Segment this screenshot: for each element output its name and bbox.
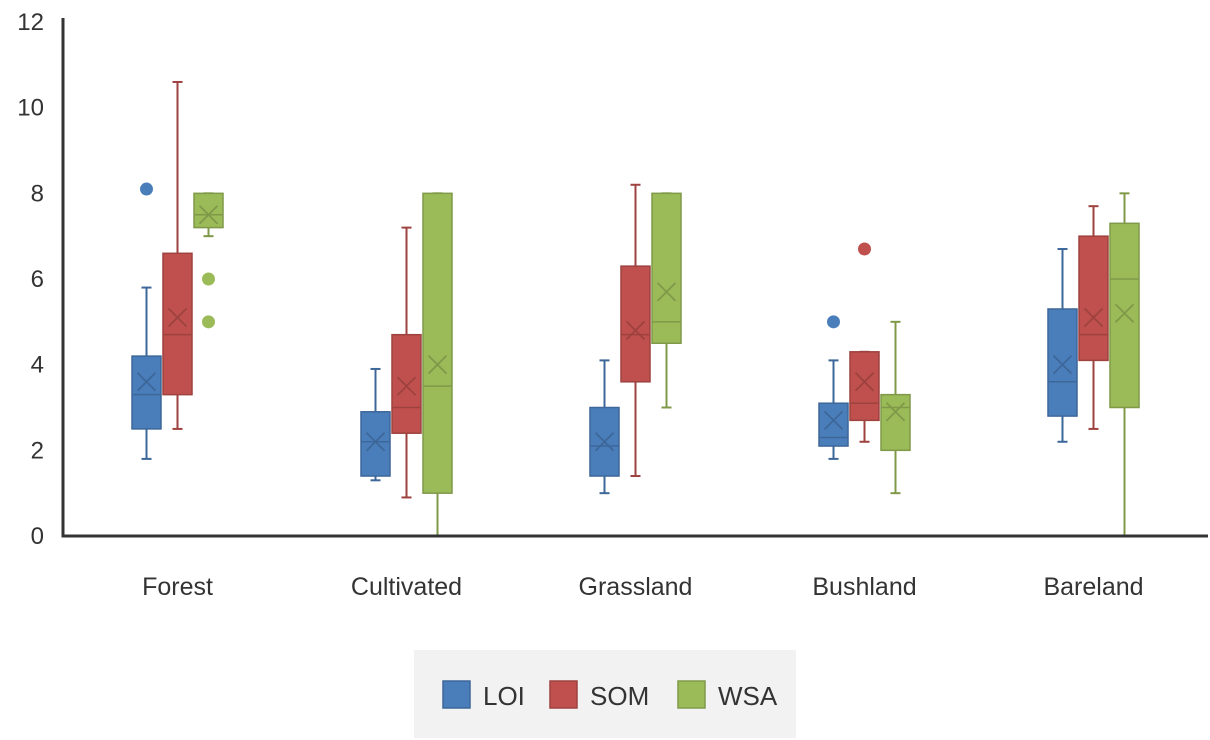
box-wsa-bareland [1109, 192, 1140, 536]
box-iqr [1047, 308, 1078, 417]
mean-marker [1083, 307, 1104, 328]
box-som-cultivated [391, 226, 422, 499]
box-wsa-grassland [651, 192, 682, 409]
legend: LOI SOM WSA [414, 650, 796, 738]
legend-item-loi: LOI [442, 680, 525, 711]
legend-item-som: SOM [549, 680, 649, 711]
x-category-label-cultivated: Cultivated [351, 573, 462, 601]
box-iqr [620, 265, 651, 383]
mean-marker [396, 376, 417, 396]
series-loi [131, 182, 1078, 495]
outlier-point [202, 315, 215, 329]
mean-marker [594, 432, 615, 452]
mean-marker [198, 205, 219, 225]
box-loi-forest [131, 182, 162, 460]
box-loi-bareland [1047, 248, 1078, 443]
mean-marker [365, 432, 386, 452]
box-iqr [193, 192, 224, 229]
y-tick-label-0: 0 [31, 523, 44, 550]
box-iqr [391, 333, 422, 434]
axes [61, 18, 1208, 538]
box-iqr [1078, 235, 1109, 362]
box-som-bushland [849, 242, 880, 443]
legend-label: LOI [483, 681, 525, 711]
box-som-grassland [620, 183, 651, 478]
series-wsa [193, 192, 1140, 536]
mean-marker [854, 372, 875, 392]
legend-background [414, 650, 796, 738]
box-loi-bushland [818, 315, 849, 460]
box-loi-grassland [589, 359, 620, 495]
mean-marker [427, 355, 448, 375]
y-axis-ticks: 0 2 4 6 8 10 12 [17, 9, 44, 550]
legend-label: SOM [590, 681, 649, 711]
mean-marker [167, 307, 188, 328]
outlier-point [202, 272, 215, 286]
box-iqr [849, 351, 880, 422]
mean-marker [136, 372, 157, 392]
box-iqr [162, 252, 193, 396]
box-iqr [880, 393, 911, 452]
box-loi-cultivated [360, 367, 391, 482]
box-iqr [422, 192, 453, 494]
box-wsa-cultivated [422, 192, 453, 536]
box-wsa-bushland [880, 320, 911, 495]
box-plot-series [131, 80, 1140, 536]
y-tick-label-2: 2 [31, 437, 44, 464]
x-category-label-bushland: Bushland [812, 573, 916, 601]
box-iqr [360, 411, 391, 477]
outlier-point [858, 242, 871, 256]
y-tick-label-8: 8 [31, 180, 44, 207]
box-som-bareland [1078, 205, 1109, 430]
mean-marker [625, 320, 646, 341]
legend-swatch [442, 680, 471, 709]
box-iqr [651, 192, 682, 344]
x-category-label-grassland: Grassland [579, 573, 693, 601]
x-category-label-bareland: Bareland [1043, 573, 1143, 601]
legend-item-wsa: WSA [677, 680, 778, 711]
box-wsa-forest [193, 192, 224, 329]
legend-swatch [677, 680, 706, 709]
y-tick-label-12: 12 [17, 9, 44, 36]
series-som [162, 80, 1109, 499]
legend-label: WSA [718, 681, 778, 711]
box-iqr [818, 402, 849, 447]
outlier-point [140, 182, 153, 196]
box-iqr [1109, 222, 1140, 409]
y-tick-label-10: 10 [17, 95, 44, 122]
box-som-forest [162, 80, 193, 430]
mean-marker [1114, 303, 1135, 323]
x-axis-category-labels: Forest Cultivated Grassland Bushland Barelan… [142, 573, 1143, 601]
y-tick-label-4: 4 [31, 352, 44, 379]
y-tick-label-6: 6 [31, 266, 44, 293]
mean-marker [823, 410, 844, 430]
mean-marker [1052, 355, 1073, 375]
mean-marker [885, 402, 906, 422]
x-category-label-forest: Forest [142, 573, 213, 601]
outlier-point [827, 315, 840, 329]
legend-swatch [549, 680, 578, 709]
mean-marker [656, 282, 677, 302]
box-iqr [131, 355, 162, 430]
